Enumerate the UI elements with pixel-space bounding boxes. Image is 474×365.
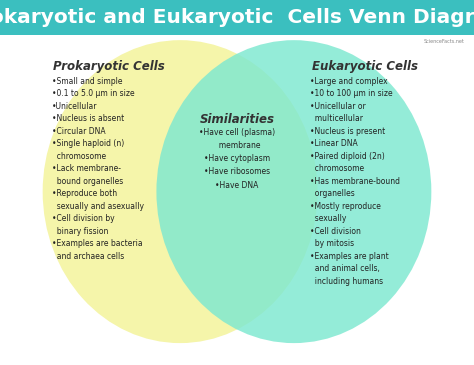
Text: Similarities: Similarities (200, 113, 274, 126)
Text: •Small and simple
•0.1 to 5.0 μm in size
•Unicellular
•Nucleus is absent
•Circul: •Small and simple •0.1 to 5.0 μm in size… (52, 77, 144, 261)
Text: Prokaryotic Cells: Prokaryotic Cells (53, 60, 165, 73)
FancyBboxPatch shape (0, 0, 474, 35)
Text: ScienceFacts.net: ScienceFacts.net (424, 39, 465, 45)
Text: Prokaryotic and Eukaryotic  Cells Venn Diagram: Prokaryotic and Eukaryotic Cells Venn Di… (0, 8, 474, 27)
Text: •Have cell (plasma)
  membrane
•Have cytoplasm
•Have ribosomes
•Have DNA: •Have cell (plasma) membrane •Have cytop… (199, 128, 275, 189)
Text: •Large and complex
•10 to 100 μm in size
•Unicellular or
  multicellular
•Nucleu: •Large and complex •10 to 100 μm in size… (310, 77, 401, 286)
Text: Eukaryotic Cells: Eukaryotic Cells (312, 60, 418, 73)
Ellipse shape (43, 40, 318, 343)
Ellipse shape (156, 40, 431, 343)
